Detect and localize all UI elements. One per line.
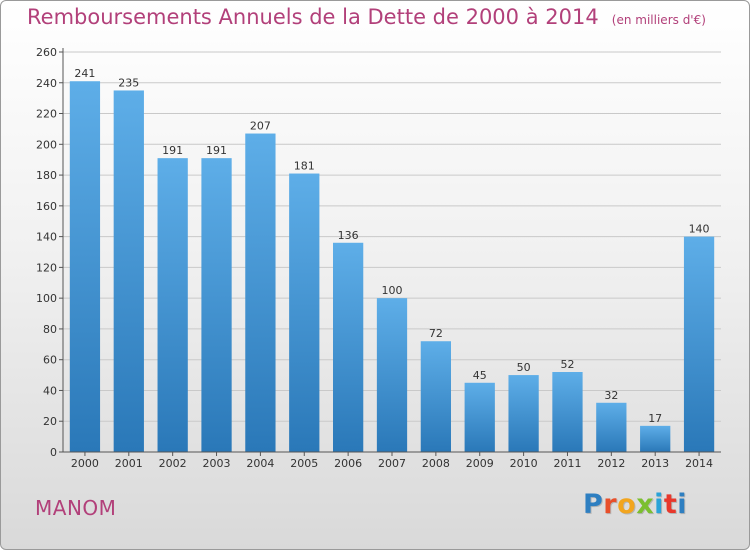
x-tick-label: 2004: [246, 457, 274, 470]
bar: [245, 133, 276, 453]
y-tick-label: 40: [43, 384, 57, 397]
y-tick-label: 120: [36, 261, 57, 274]
x-tick-label: 2005: [290, 457, 318, 470]
y-tick-label: 140: [36, 231, 57, 244]
bar: [552, 372, 583, 452]
bar-value-label: 241: [74, 67, 95, 80]
chart-title: Remboursements Annuels de la Dette de 20…: [27, 5, 599, 29]
bar: [201, 158, 232, 452]
axis-layer: [59, 48, 721, 456]
bar: [289, 173, 320, 453]
bar-value-label: 136: [338, 229, 359, 242]
bar-value-label: 191: [206, 144, 227, 157]
title-row: Remboursements Annuels de la Dette de 20…: [27, 5, 706, 29]
bar-value-label: 181: [294, 160, 315, 173]
bar: [376, 298, 408, 452]
chart-subtitle: (en milliers d'€): [611, 13, 706, 27]
y-tick-label: 220: [36, 108, 57, 121]
bar-value-label: 191: [162, 144, 183, 157]
y-tick-label: 200: [36, 138, 57, 151]
bar-value-label: 50: [517, 361, 531, 374]
x-tick-label: 2014: [685, 457, 713, 470]
x-tick-label: 2009: [466, 457, 494, 470]
bar-value-label: 72: [429, 327, 443, 340]
x-tick-label: 2007: [378, 457, 406, 470]
city-label: MANOM: [35, 496, 117, 520]
brand-logo: Proxiti: [583, 489, 688, 520]
bar-value-label: 140: [689, 223, 710, 236]
x-tick-label: 2006: [334, 457, 362, 470]
bar: [596, 402, 627, 452]
y-tick-label: 80: [43, 323, 57, 336]
y-tick-label: 60: [43, 354, 57, 367]
x-tick-label: 2002: [159, 457, 187, 470]
bar-value-label: 235: [118, 76, 139, 89]
bar: [464, 382, 495, 452]
y-tick-label: 20: [43, 415, 57, 428]
bar: [420, 341, 452, 452]
bar-value-label: 207: [250, 120, 271, 133]
bar: [113, 90, 144, 452]
x-tick-label: 2003: [203, 457, 231, 470]
y-tick-label: 100: [36, 292, 57, 305]
bar: [157, 158, 188, 452]
bar: [640, 425, 671, 452]
label-layer: 0 20 40 60 80 100 120 140 160 180 200 220 240 260 241 2…: [36, 46, 713, 470]
x-tick-label: 2000: [71, 457, 99, 470]
bar: [332, 242, 364, 452]
x-tick-label: 2011: [553, 457, 581, 470]
bar-value-label: 52: [560, 358, 574, 371]
x-tick-label: 2013: [641, 457, 669, 470]
y-tick-label: 240: [36, 77, 57, 90]
bar: [683, 236, 715, 452]
bar-value-label: 45: [473, 369, 487, 382]
x-tick-label: 2010: [510, 457, 538, 470]
y-tick-label: 260: [36, 46, 57, 59]
x-tick-label: 2008: [422, 457, 450, 470]
bar-value-label: 100: [382, 284, 403, 297]
y-tick-label: 0: [50, 446, 57, 459]
bar-layer: [69, 81, 715, 453]
bar: [508, 375, 539, 452]
bar-value-label: 17: [648, 412, 662, 425]
y-tick-label: 180: [36, 169, 57, 182]
bar: [69, 81, 101, 452]
y-tick-label: 160: [36, 200, 57, 213]
x-tick-label: 2012: [597, 457, 625, 470]
bar-value-label: 32: [604, 389, 618, 402]
x-tick-label: 2001: [115, 457, 143, 470]
